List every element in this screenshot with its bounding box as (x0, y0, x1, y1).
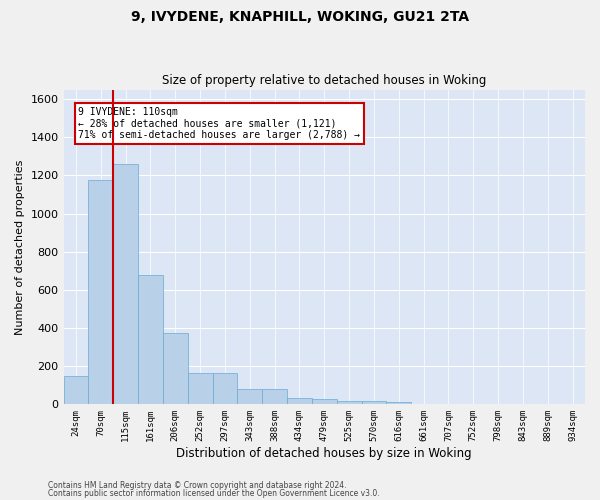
Bar (163, 333, 188, 404)
Bar (138, 274, 163, 404)
Bar (212, 373, 238, 404)
X-axis label: Distribution of detached houses by size in Woking: Distribution of detached houses by size … (176, 447, 472, 460)
Bar (287, 398, 312, 404)
Bar (262, 389, 287, 404)
Bar (113, 164, 138, 404)
Title: Size of property relative to detached houses in Woking: Size of property relative to detached ho… (162, 74, 487, 87)
Text: Contains HM Land Registry data © Crown copyright and database right 2024.: Contains HM Land Registry data © Crown c… (48, 480, 347, 490)
Bar (312, 399, 337, 404)
Bar (88, 180, 113, 404)
Bar (238, 389, 262, 404)
Bar (362, 400, 386, 404)
Bar (386, 402, 411, 404)
Text: 9, IVYDENE, KNAPHILL, WOKING, GU21 2TA: 9, IVYDENE, KNAPHILL, WOKING, GU21 2TA (131, 10, 469, 24)
Text: Contains public sector information licensed under the Open Government Licence v3: Contains public sector information licen… (48, 489, 380, 498)
Bar (337, 400, 362, 404)
Bar (188, 373, 212, 404)
Bar (64, 376, 88, 404)
Text: 9 IVYDENE: 110sqm
← 28% of detached houses are smaller (1,121)
71% of semi-detac: 9 IVYDENE: 110sqm ← 28% of detached hous… (79, 106, 361, 140)
Y-axis label: Number of detached properties: Number of detached properties (15, 160, 25, 334)
